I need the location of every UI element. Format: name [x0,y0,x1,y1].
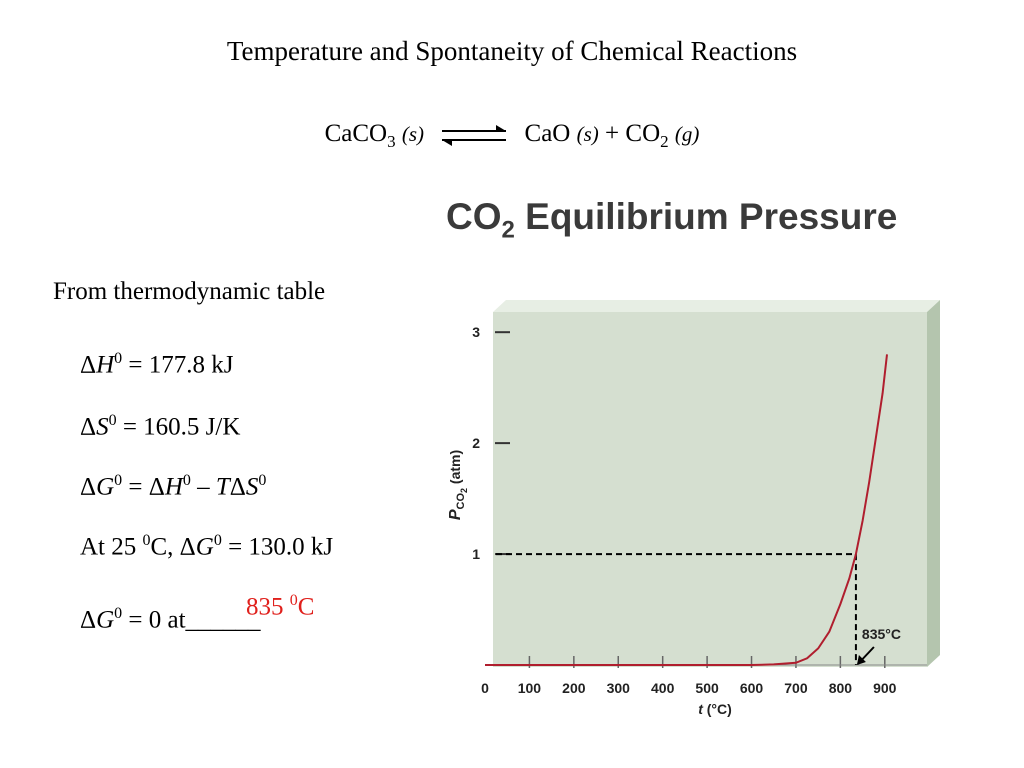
x-tick-label: 400 [651,680,675,696]
answer-temperature: 835 0C [246,592,314,621]
chart-title-subscript: 2 [501,216,515,244]
x-tick-label: 100 [518,680,542,696]
enthalpy-value: = 177.8 kJ [122,351,234,379]
panel-side [927,300,940,667]
x-tick-label: 200 [562,680,586,696]
gibbs-zero-text: = 0 at______ [122,606,261,634]
panel-top [493,300,940,312]
standard-superscript: 0 [213,532,222,549]
chart-title-rest: Equilibrium Pressure [514,196,898,237]
product2-subscript: 2 [660,132,669,151]
at-25-text: At 25 [80,533,143,561]
y-axis-label-sub: CO [455,493,467,510]
g-variable: G [195,533,214,561]
reaction-equation: CaCO3 (s) CaO (s) + CO2 (g) [0,120,1024,152]
s-variable: S [245,473,259,501]
answer-unit: C [297,593,315,621]
y-tick-label: 3 [472,324,480,340]
product1-state: (s) [576,122,599,146]
h-variable: H [164,473,183,501]
intro-text: From thermodynamic table [53,278,326,305]
x-axis-label: t (°C) [698,701,732,717]
h-variable: H [96,351,115,379]
chart-title: CO2 Equilibrium Pressure [446,196,897,244]
answer-value: 835 [246,593,290,621]
entropy-equation: ΔS0 = 160.5 J/K [80,412,240,441]
annotation-arrow-icon [856,646,875,665]
standard-superscript: 0 [114,350,123,367]
s-variable: S [96,413,109,441]
co2-pressure-chart: 1 2 3 0 100 200 300 400 500 600 700 800 900 835°C t… [447,300,940,717]
delta-symbol: Δ [229,473,246,501]
delta-symbol: Δ [80,473,97,501]
gibbs-value: = 130.0 kJ [221,533,334,561]
slide-title: Temperature and Spontaneity of Chemical … [226,36,798,66]
reactant-formula: CaCO [324,120,388,147]
standard-superscript: 0 [108,412,117,429]
annotation-label: 835°C [862,626,901,642]
standard-superscript: 0 [114,605,123,622]
y-axis-label-subsub: 2 [459,488,469,493]
t-variable: T [215,473,230,501]
product2-state: (g) [674,122,700,146]
gibbs-at-25-equation: At 25 0C, ΔG0 = 130.0 kJ [80,532,333,561]
y-axis-label-var: P [447,509,464,520]
x-tick-label: 700 [784,680,808,696]
celsius-delta: C, Δ [150,533,196,561]
equilibrium-arrows-icon [442,125,507,147]
standard-superscript: 0 [182,472,191,489]
y-axis-label: PCO2 (atm) [447,450,469,520]
reactant-subscript: 3 [387,132,396,151]
y-tick-label: 2 [472,435,480,451]
answer-degree-superscript: 0 [289,592,298,609]
entropy-value: = 160.5 J/K [116,413,241,441]
x-tick-label: 600 [740,680,764,696]
g-variable: G [96,473,115,501]
y-tick-label: 1 [472,546,480,562]
chart-title-main: CO [446,196,502,237]
y-axis-label-unit: (atm) [447,450,463,488]
delta-symbol: Δ [80,413,97,441]
reactant-state: (s) [401,122,425,146]
x-tick-label: 800 [829,680,853,696]
delta-symbol: Δ [80,351,97,379]
enthalpy-equation: ΔH0 = 177.8 kJ [80,350,233,379]
minus-sign: – [190,473,216,501]
plus-sign: + [605,120,620,147]
standard-superscript: 0 [114,472,123,489]
standard-superscript: 0 [258,472,267,489]
product1-formula: CaO [524,120,571,147]
gibbs-equation: ΔG0 = ΔH0 – TΔS0 [80,472,266,501]
x-tick-label: 900 [873,680,897,696]
x-tick-label: 300 [607,680,631,696]
product2-formula: CO [625,120,661,147]
gibbs-zero-equation: ΔG0 = 0 at______ [80,605,261,634]
series-line [485,354,888,666]
x-tick-label: 500 [695,680,719,696]
plot-panel [493,312,927,667]
x-axis-label-var: t [698,701,704,717]
x-axis-label-unit: (°C) [703,701,732,717]
g-variable: G [96,606,115,634]
delta-symbol: Δ [80,606,97,634]
degree-superscript: 0 [142,532,151,549]
equals-delta: = Δ [122,473,165,501]
x-tick-label: 0 [481,680,489,696]
